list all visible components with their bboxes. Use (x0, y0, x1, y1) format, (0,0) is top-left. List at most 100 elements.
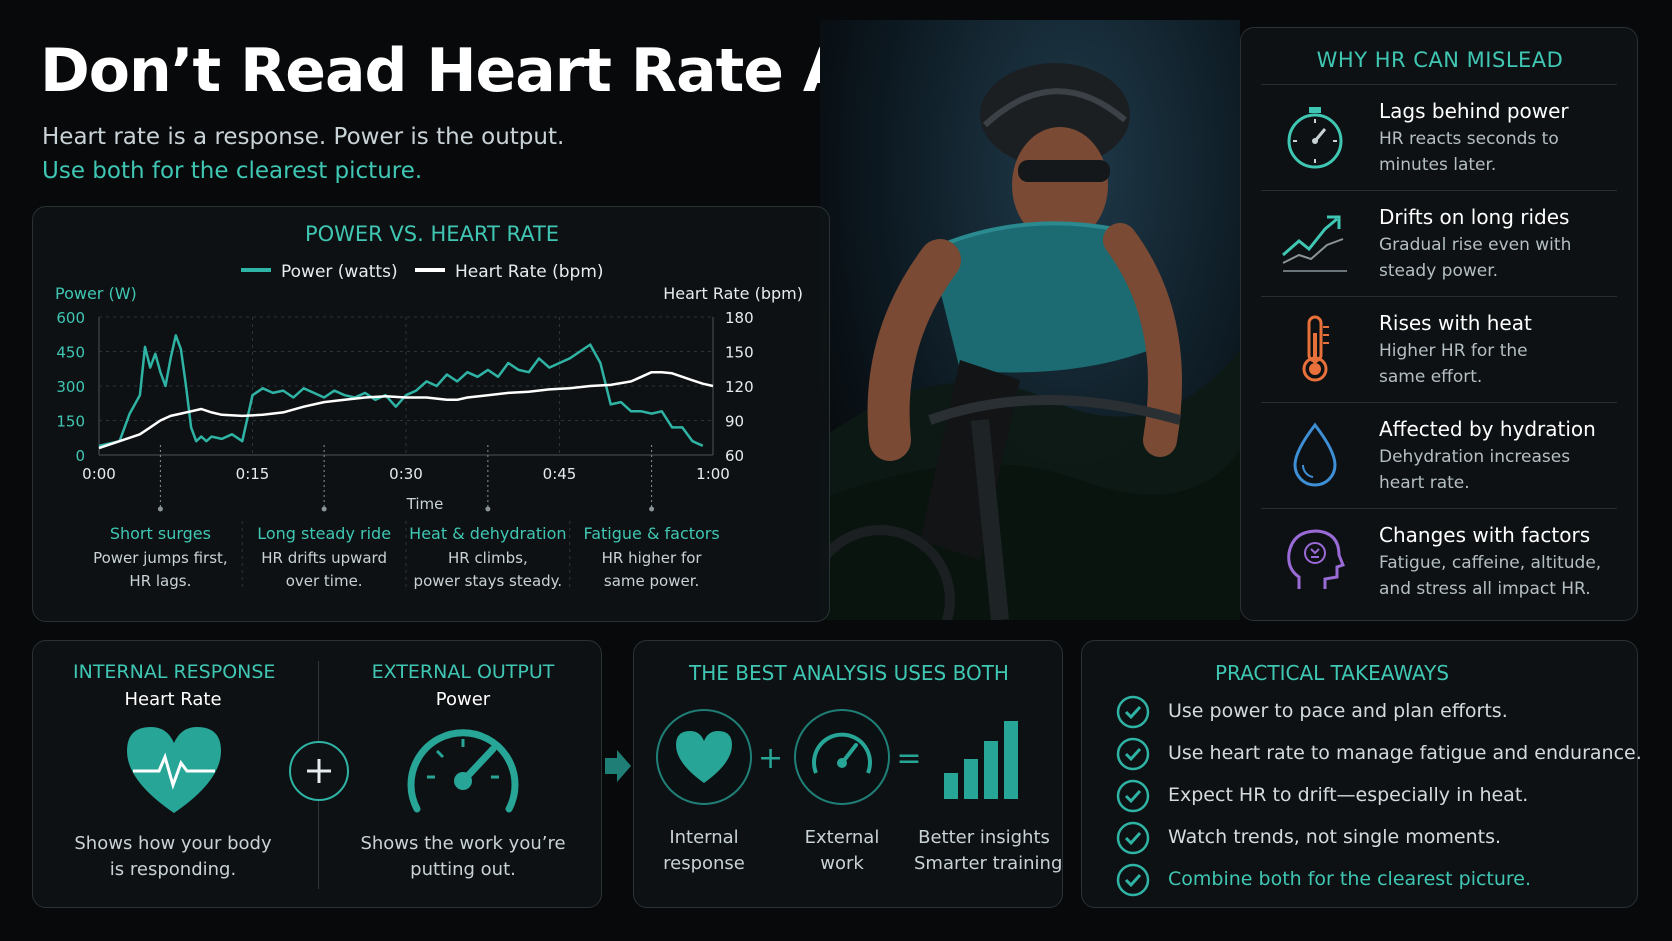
x-tick-label: 0:45 (543, 465, 577, 483)
why-hr-title: WHY HR CAN MISLEAD (1316, 48, 1564, 72)
annotation-text: over time. (286, 572, 363, 590)
x-tick-label: 1:00 (696, 465, 730, 483)
external-title: EXTERNAL OUTPUT (371, 661, 555, 683)
internal-title: INTERNAL RESPONSE (73, 661, 276, 683)
trend-up-icon (1282, 215, 1347, 272)
subtitle-primary: Heart rate is a response. Power is the o… (42, 124, 565, 150)
legend-hr-label: Heart Rate (bpm) (455, 262, 604, 282)
cyclist-illustration (820, 63, 1240, 620)
internal-desc: is responding. (109, 859, 237, 880)
hr-item-desc: and stress all impact HR. (1379, 579, 1591, 599)
stopwatch-icon (1287, 107, 1343, 169)
y-right-axis-title: Heart Rate (bpm) (663, 284, 803, 303)
subtitle-accent: Use both for the clearest picture. (42, 158, 423, 184)
check-circle-icon (1116, 779, 1150, 813)
annotation-title: Heat & dehydration (409, 524, 566, 543)
x-axis-title: Time (406, 495, 444, 513)
hr-item-heading: Rises with heat (1379, 311, 1532, 335)
annotation-dot (321, 506, 327, 512)
best-analysis-title: THE BEST ANALYSIS USES BOTH (689, 661, 1009, 685)
annotation-dot (485, 506, 491, 512)
why-hr-mislead-panel: WHY HR CAN MISLEAD Lags behind power HR … (1240, 27, 1638, 621)
power-vs-hr-chart-panel: POWER VS. HEART RATE Power (watts) Heart… (32, 206, 830, 622)
annotation-text: HR drifts upward (261, 549, 387, 567)
internal-subtitle: Heart Rate (124, 689, 222, 710)
hr-item-heat: Rises with heat Higher HR for the same e… (1261, 296, 1617, 402)
hr-item-factors: Changes with factors Fatigue, caffeine, … (1261, 508, 1617, 614)
equals-sign: = (896, 741, 922, 776)
both-col3-text: Smarter training (914, 853, 1063, 874)
hr-item-heading: Drifts on long rides (1379, 205, 1570, 229)
both-col2-text: work (820, 853, 864, 874)
external-desc: putting out. (410, 859, 516, 880)
plus-sign: + (758, 741, 784, 776)
y-right-tick-label: 120 (725, 378, 754, 396)
hr-item-desc: same effort. (1379, 367, 1483, 387)
y-left-tick-label: 150 (56, 413, 85, 431)
y-left-tick-label: 300 (56, 378, 85, 396)
both-col1-text: Internal (669, 827, 739, 848)
check-circle-icon (1116, 737, 1150, 771)
hr-item-heading: Affected by hydration (1379, 417, 1596, 441)
internal-desc: Shows how your body (74, 833, 272, 854)
cyclist-photo (820, 20, 1240, 620)
annotation-text: HR higher for (602, 549, 703, 567)
check-circle-icon (1116, 863, 1150, 897)
check-circle-icon (1116, 821, 1150, 855)
annotation-text: HR climbs, (448, 549, 528, 567)
internal-external-panel: INTERNAL RESPONSE Heart Rate Shows how y… (32, 640, 602, 908)
takeaway-text: Expect HR to drift—especially in heat. (1168, 784, 1529, 806)
y-right-tick-label: 180 (725, 309, 754, 327)
hr-item-desc: Dehydration increases (1379, 447, 1571, 467)
practical-takeaways-panel: PRACTICAL TAKEAWAYS Use power to pace an… (1081, 640, 1642, 908)
check-circle-icon (1116, 695, 1150, 729)
hr-item-desc: Fatigue, caffeine, altitude, (1379, 553, 1602, 573)
gauge-circle-icon (794, 709, 890, 805)
takeaway-text: Use power to pace and plan efforts. (1168, 700, 1508, 722)
annotation-title: Long steady ride (257, 524, 391, 543)
hr-item-desc: steady power. (1379, 261, 1499, 281)
head-brain-icon (1287, 529, 1345, 589)
y-left-tick-label: 600 (56, 309, 85, 327)
takeaway-text: Combine both for the clearest picture. (1168, 868, 1532, 890)
y-left-axis-title: Power (W) (55, 284, 137, 303)
hr-item-desc: heart rate. (1379, 473, 1470, 493)
y-right-tick-label: 90 (725, 413, 744, 431)
hr-item-desc: HR reacts seconds to (1379, 129, 1559, 149)
hr-item-desc: minutes later. (1379, 155, 1497, 175)
annotation-text: power stays steady. (414, 572, 563, 590)
both-col1-text: response (663, 853, 745, 874)
plus-icon (289, 741, 349, 801)
both-col3-text: Better insights (918, 827, 1050, 848)
takeaway-text: Use heart rate to manage fatigue and end… (1168, 742, 1642, 764)
hr-item-heading: Lags behind power (1379, 99, 1569, 123)
hr-item-lags: Lags behind power HR reacts seconds to m… (1261, 84, 1617, 190)
both-col2-text: External (804, 827, 880, 848)
annotation-dot (157, 506, 163, 512)
heart-icon (127, 727, 221, 813)
bar-growth-icon (944, 721, 1018, 799)
annotation-title: Short surges (110, 524, 211, 543)
best-analysis-panel: THE BEST ANALYSIS USES BOTH + = Internal… (633, 640, 1063, 908)
speedometer-icon (407, 729, 519, 813)
hr-item-desc: Gradual rise even with (1379, 235, 1572, 255)
y-left-tick-label: 0 (75, 447, 85, 465)
hr-item-drift: Drifts on long rides Gradual rise even w… (1261, 190, 1617, 296)
chart-title: POWER VS. HEART RATE (305, 222, 559, 246)
x-tick-label: 0:15 (236, 465, 270, 483)
y-left-tick-label: 450 (56, 344, 85, 362)
y-right-tick-label: 150 (725, 344, 754, 362)
heart-rate-series-line (98, 370, 714, 450)
annotation-text: Power jumps first, (93, 549, 228, 567)
takeaways-title: PRACTICAL TAKEAWAYS (1214, 661, 1450, 685)
heart-circle-icon (656, 709, 752, 805)
water-drop-icon (1293, 422, 1337, 487)
annotation-text: HR lags. (129, 572, 191, 590)
power-hr-chart: POWER VS. HEART RATE Power (watts) Heart… (55, 222, 803, 591)
takeaway-text: Watch trends, not single moments. (1168, 826, 1502, 848)
thermometer-icon (1302, 315, 1329, 382)
annotation-title: Fatigue & factors (583, 524, 719, 543)
x-tick-label: 0:00 (82, 465, 116, 483)
legend-power-label: Power (watts) (281, 262, 398, 282)
hr-item-hydration: Affected by hydration Dehydration increa… (1261, 402, 1617, 508)
